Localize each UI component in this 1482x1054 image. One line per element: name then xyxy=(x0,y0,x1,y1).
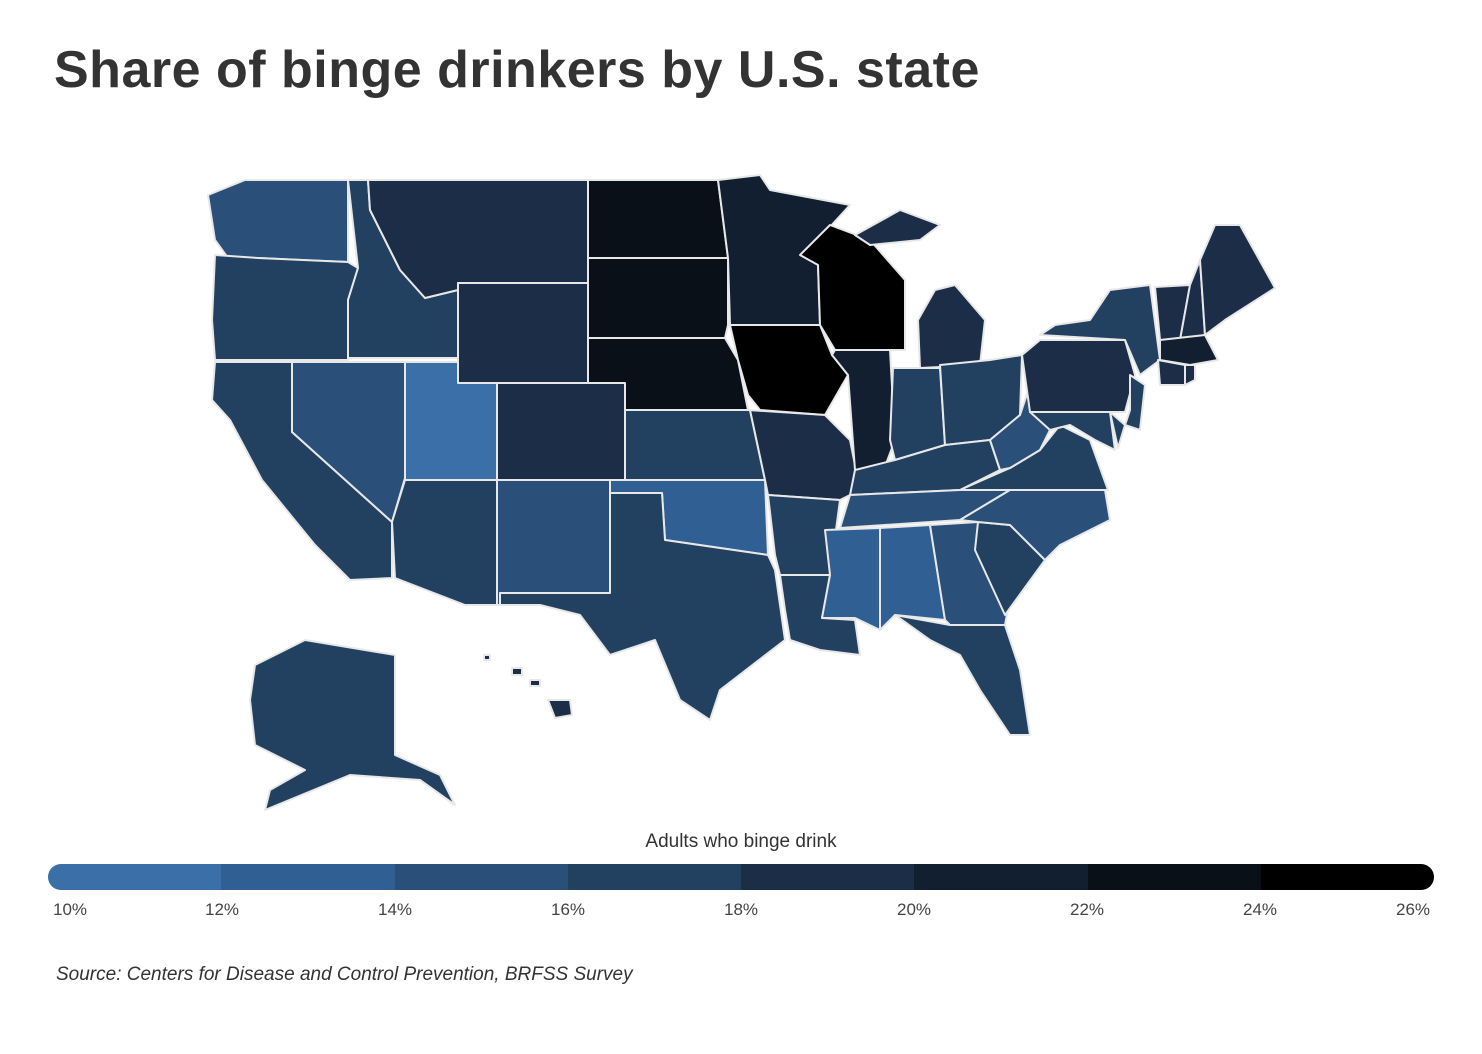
state-wa xyxy=(207,179,349,263)
state-co xyxy=(496,382,626,481)
legend-swatch xyxy=(1087,864,1261,890)
legend-swatch xyxy=(394,864,568,890)
state-ct xyxy=(1157,359,1186,386)
state-hi xyxy=(547,699,573,719)
legend-swatch xyxy=(48,864,222,890)
state-hi xyxy=(511,667,523,676)
legend-tick: 26% xyxy=(1395,900,1431,919)
legend-swatch xyxy=(567,864,741,890)
source-note: Source: Centers for Disease and Control … xyxy=(56,964,633,985)
chart-title: Share of binge drinkers by U.S. state xyxy=(54,41,980,99)
legend-swatch xyxy=(914,864,1088,890)
state-hi xyxy=(529,679,541,687)
state-fl xyxy=(894,614,1031,736)
state-me xyxy=(1199,224,1276,336)
state-tx xyxy=(499,492,786,721)
state-wi xyxy=(799,224,906,351)
legend-swatch xyxy=(1260,864,1434,890)
state-sd xyxy=(587,257,729,339)
legend-tick: 12% xyxy=(204,900,240,919)
state-mi xyxy=(854,209,941,246)
legend-tick: 10% xyxy=(52,900,88,919)
state-ny xyxy=(1039,284,1161,376)
state-pa xyxy=(1021,339,1136,413)
state-in xyxy=(889,367,946,461)
legend-swatch xyxy=(221,864,395,890)
state-ks xyxy=(624,409,766,481)
us-choropleth-map xyxy=(207,174,1276,811)
legend-tick: 24% xyxy=(1242,900,1278,919)
state-mi xyxy=(917,284,986,369)
legend-tick: 18% xyxy=(723,900,759,919)
state-ri xyxy=(1184,364,1196,386)
legend-title: Adults who binge drink xyxy=(645,831,837,852)
state-az xyxy=(391,479,498,606)
state-nj xyxy=(1124,374,1146,431)
state-hi xyxy=(483,654,491,661)
state-ma xyxy=(1159,334,1219,366)
legend-tick: 22% xyxy=(1069,900,1105,919)
state-al xyxy=(879,524,946,631)
state-nm xyxy=(496,479,611,606)
state-ak xyxy=(249,639,456,811)
state-nd xyxy=(587,179,729,259)
legend-tick: 14% xyxy=(377,900,413,919)
state-md xyxy=(1029,411,1116,451)
state-wy xyxy=(457,282,589,384)
state-or xyxy=(211,254,359,361)
legend-color-scale xyxy=(48,864,1434,890)
legend-tick: 20% xyxy=(896,900,932,919)
legend-swatch xyxy=(741,864,915,890)
legend-tick: 16% xyxy=(550,900,586,919)
state-de xyxy=(1109,411,1126,449)
state-ms xyxy=(821,527,881,631)
